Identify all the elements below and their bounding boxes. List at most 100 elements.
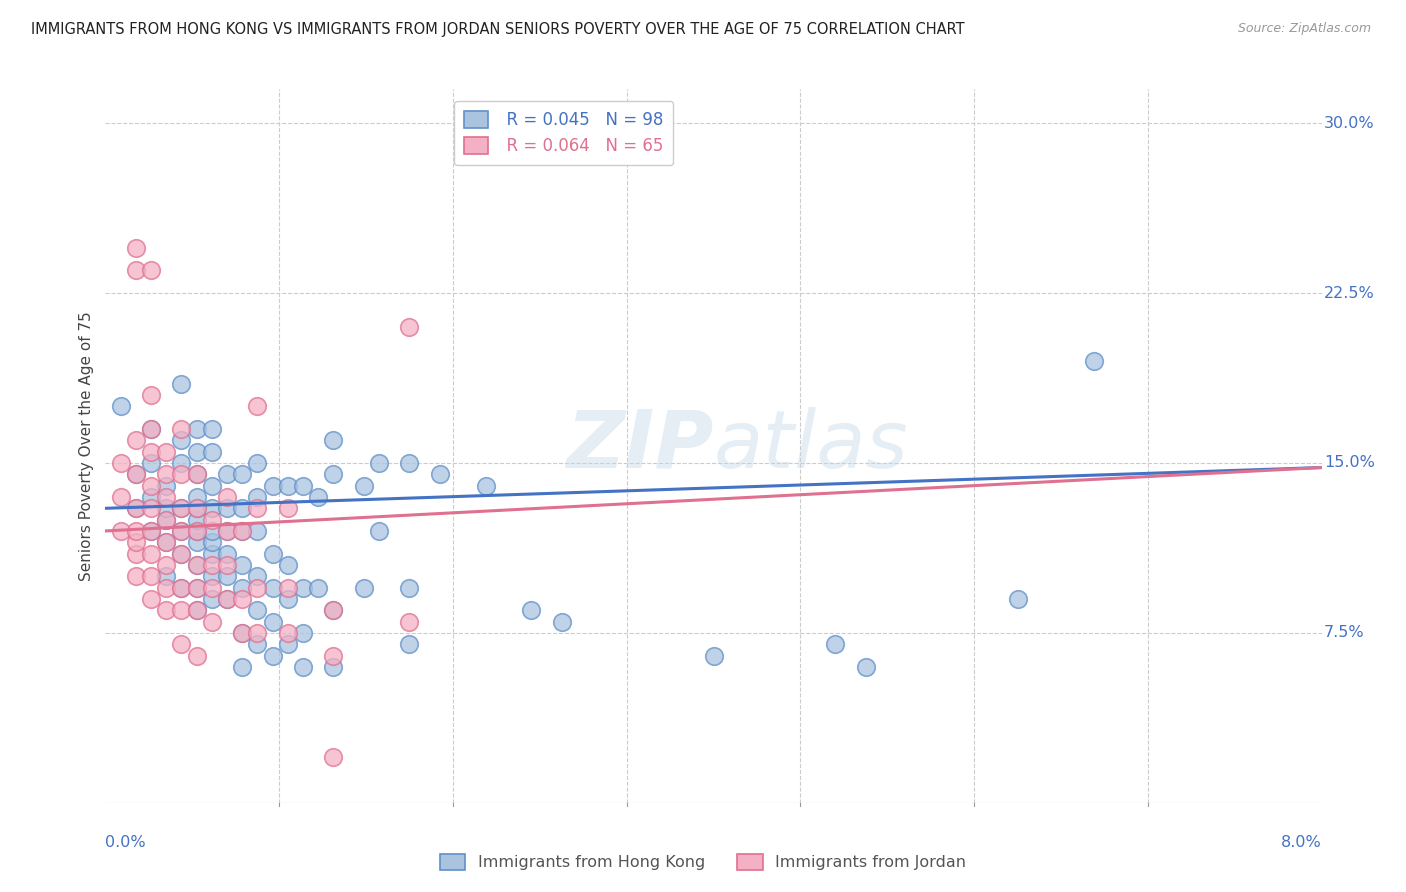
Point bbox=[398, 456, 420, 470]
Point bbox=[170, 547, 193, 561]
Point bbox=[110, 490, 132, 504]
Text: ZIP: ZIP bbox=[567, 407, 713, 485]
Point bbox=[702, 648, 725, 663]
Point bbox=[277, 591, 299, 606]
Point bbox=[155, 467, 177, 482]
Point bbox=[139, 478, 162, 492]
Point bbox=[139, 524, 162, 538]
Point bbox=[824, 637, 846, 651]
Point bbox=[277, 637, 299, 651]
Point bbox=[139, 263, 162, 277]
Point bbox=[170, 547, 193, 561]
Point bbox=[170, 501, 193, 516]
Point bbox=[217, 524, 239, 538]
Text: atlas: atlas bbox=[713, 407, 908, 485]
Point bbox=[155, 535, 177, 549]
Point bbox=[170, 581, 193, 595]
Text: 15.0%: 15.0% bbox=[1324, 456, 1375, 470]
Point bbox=[155, 603, 177, 617]
Text: 22.5%: 22.5% bbox=[1324, 285, 1375, 301]
Point bbox=[322, 434, 344, 448]
Point bbox=[231, 660, 253, 674]
Point bbox=[246, 603, 269, 617]
Point bbox=[170, 501, 193, 516]
Point bbox=[231, 591, 253, 606]
Point bbox=[201, 535, 224, 549]
Point bbox=[139, 501, 162, 516]
Point bbox=[398, 320, 420, 334]
Point bbox=[139, 569, 162, 583]
Point bbox=[186, 467, 208, 482]
Point bbox=[201, 569, 224, 583]
Point bbox=[217, 467, 239, 482]
Point bbox=[262, 648, 284, 663]
Point bbox=[186, 558, 208, 572]
Point bbox=[353, 478, 375, 492]
Point bbox=[292, 660, 315, 674]
Point bbox=[474, 478, 496, 492]
Y-axis label: Seniors Poverty Over the Age of 75: Seniors Poverty Over the Age of 75 bbox=[79, 311, 94, 581]
Point bbox=[1007, 591, 1029, 606]
Point bbox=[307, 581, 329, 595]
Point bbox=[155, 513, 177, 527]
Point bbox=[520, 603, 543, 617]
Point bbox=[262, 478, 284, 492]
Point bbox=[368, 456, 391, 470]
Point bbox=[139, 524, 162, 538]
Point bbox=[231, 524, 253, 538]
Point bbox=[322, 467, 344, 482]
Point bbox=[139, 490, 162, 504]
Point bbox=[307, 490, 329, 504]
Point bbox=[186, 581, 208, 595]
Point bbox=[155, 501, 177, 516]
Point bbox=[110, 456, 132, 470]
Point bbox=[855, 660, 877, 674]
Point bbox=[231, 558, 253, 572]
Point bbox=[186, 648, 208, 663]
Point bbox=[398, 637, 420, 651]
Point bbox=[246, 524, 269, 538]
Point bbox=[231, 581, 253, 595]
Point bbox=[1083, 354, 1105, 368]
Point bbox=[217, 490, 239, 504]
Point bbox=[201, 524, 224, 538]
Point bbox=[170, 467, 193, 482]
Point bbox=[262, 581, 284, 595]
Point bbox=[429, 467, 451, 482]
Point bbox=[125, 467, 148, 482]
Point bbox=[322, 660, 344, 674]
Point bbox=[626, 138, 648, 153]
Point bbox=[155, 444, 177, 458]
Point bbox=[246, 456, 269, 470]
Point bbox=[277, 501, 299, 516]
Point bbox=[186, 603, 208, 617]
Point bbox=[201, 513, 224, 527]
Point bbox=[322, 648, 344, 663]
Point bbox=[186, 422, 208, 436]
Point bbox=[277, 626, 299, 640]
Point bbox=[125, 241, 148, 255]
Point bbox=[125, 524, 148, 538]
Point bbox=[170, 603, 193, 617]
Point bbox=[550, 615, 572, 629]
Point bbox=[292, 478, 315, 492]
Point bbox=[155, 513, 177, 527]
Point bbox=[217, 524, 239, 538]
Point bbox=[201, 581, 224, 595]
Point bbox=[186, 501, 208, 516]
Point bbox=[125, 501, 148, 516]
Point bbox=[246, 490, 269, 504]
Point bbox=[231, 467, 253, 482]
Point bbox=[217, 591, 239, 606]
Point bbox=[186, 524, 208, 538]
Point bbox=[246, 400, 269, 414]
Point bbox=[170, 422, 193, 436]
Point bbox=[155, 478, 177, 492]
Point bbox=[231, 501, 253, 516]
Point bbox=[125, 569, 148, 583]
Point bbox=[201, 615, 224, 629]
Legend: Immigrants from Hong Kong, Immigrants from Jordan: Immigrants from Hong Kong, Immigrants fr… bbox=[433, 847, 973, 877]
Point bbox=[201, 558, 224, 572]
Point bbox=[262, 547, 284, 561]
Point bbox=[217, 591, 239, 606]
